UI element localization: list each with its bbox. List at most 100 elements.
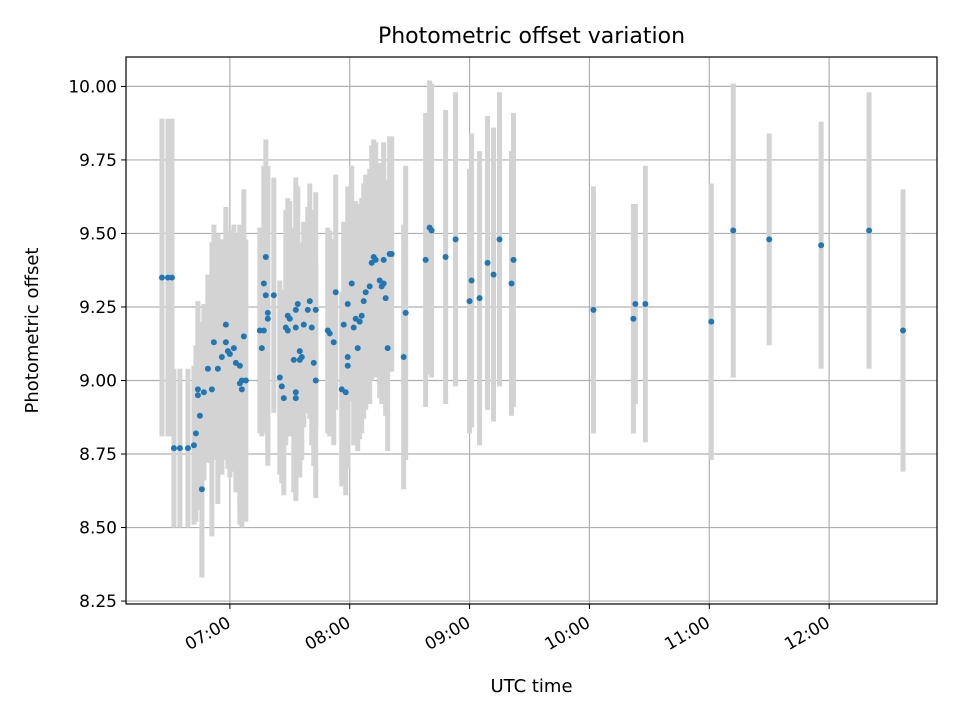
data-point (382, 295, 389, 302)
data-point (238, 386, 245, 393)
data-point (428, 227, 435, 234)
data-point (366, 283, 373, 290)
x-tick-label: 12:00 (781, 613, 833, 655)
data-point (866, 227, 873, 234)
data-point (306, 298, 313, 305)
data-point (388, 251, 395, 258)
y-tick-label: 8.75 (79, 445, 117, 465)
data-point (350, 324, 357, 331)
data-point (330, 339, 337, 346)
data-point (468, 277, 475, 284)
data-point (342, 389, 349, 396)
data-point (264, 309, 271, 316)
x-axis-label: UTC time (490, 676, 572, 697)
data-point (292, 395, 299, 402)
data-point (484, 259, 491, 266)
data-point (476, 295, 483, 302)
x-tick-label: 08:00 (302, 613, 354, 655)
data-point (226, 351, 233, 358)
data-point (262, 253, 269, 260)
data-point (490, 271, 497, 278)
data-point (380, 256, 387, 263)
data-point (184, 445, 191, 452)
data-point (642, 301, 649, 308)
data-point (310, 359, 317, 366)
data-point (292, 324, 299, 331)
data-point (354, 345, 361, 352)
y-tick-label: 8.25 (79, 592, 117, 612)
x-tick-label: 07:00 (182, 613, 234, 655)
data-point (230, 345, 237, 352)
data-point (344, 353, 351, 360)
data-point (632, 301, 639, 308)
data-point (210, 339, 217, 346)
data-point (708, 318, 715, 325)
data-point (278, 383, 285, 390)
data-points (158, 224, 907, 493)
data-point (900, 327, 907, 334)
data-point (308, 324, 315, 331)
data-point (196, 412, 203, 419)
data-point (292, 306, 299, 313)
data-point (296, 348, 303, 355)
data-point (236, 362, 243, 369)
chart-title: Photometric offset variation (378, 24, 685, 49)
data-point (344, 362, 351, 369)
data-point (356, 318, 363, 325)
y-tick-label: 10.00 (68, 77, 117, 97)
axis-ticks: 07:00 08:00 09:00 10:00 11:00 12:00 8.25 8.50 8.… (68, 77, 833, 654)
data-point (158, 274, 165, 281)
data-point (286, 315, 293, 322)
data-point (194, 386, 201, 393)
data-point (380, 280, 387, 287)
data-point (176, 445, 183, 452)
data-point (452, 236, 459, 243)
data-point (362, 289, 369, 296)
data-point (730, 227, 737, 234)
x-tick-label: 09:00 (422, 613, 474, 655)
data-point (358, 312, 365, 319)
data-point (372, 256, 379, 263)
data-point (218, 353, 225, 360)
data-point (258, 345, 265, 352)
data-point (360, 298, 367, 305)
y-tick-label: 9.00 (79, 371, 117, 391)
data-point (260, 280, 267, 287)
data-point (200, 389, 207, 396)
y-tick-label: 9.50 (79, 224, 117, 244)
data-point (340, 321, 347, 328)
y-tick-label: 9.25 (79, 298, 117, 318)
data-point (168, 274, 175, 281)
data-point (442, 253, 449, 260)
y-tick-label: 9.75 (79, 151, 117, 171)
data-point (344, 301, 351, 308)
data-point (508, 280, 515, 287)
data-point (190, 442, 197, 449)
data-point (332, 289, 339, 296)
data-point (384, 345, 391, 352)
data-point (300, 321, 307, 328)
data-point (290, 356, 297, 363)
data-point (198, 486, 205, 493)
data-point (242, 377, 249, 384)
data-point (312, 377, 319, 384)
x-tick-label: 10:00 (541, 613, 593, 655)
data-point (292, 389, 299, 396)
data-point (262, 292, 269, 299)
data-point (270, 292, 277, 299)
data-point (264, 315, 271, 322)
data-point (304, 306, 311, 313)
data-point (326, 330, 333, 337)
data-point (204, 365, 211, 372)
data-point (630, 315, 637, 322)
data-point (192, 430, 199, 437)
data-point (280, 395, 287, 402)
data-point (348, 280, 355, 287)
error-bars (159, 80, 906, 578)
data-point (222, 339, 229, 346)
data-point (276, 374, 283, 381)
data-point (422, 256, 429, 263)
plot-frame (125, 56, 938, 605)
data-point (214, 365, 221, 372)
